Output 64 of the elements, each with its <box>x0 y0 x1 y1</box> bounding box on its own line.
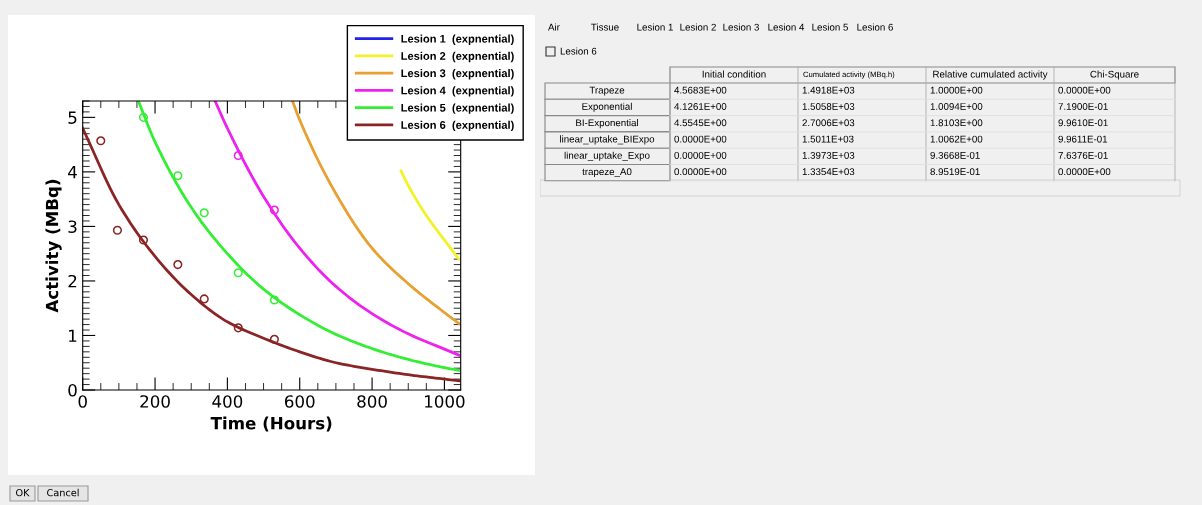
text: Lesion 3 <box>723 23 759 31</box>
y-tick-label: 0 <box>68 383 77 397</box>
legend-label: Lesion 5 (expnential) <box>401 103 514 114</box>
text: 7.6376E-01 <box>1058 151 1108 159</box>
text: 4.5683E+00 <box>674 86 727 94</box>
text: 1.4918E+03 <box>802 86 855 94</box>
legend-label: Lesion 6 (expnential) <box>401 120 514 132</box>
text: OK <box>16 488 30 497</box>
y-tick-label: 1 <box>69 329 77 342</box>
text: 1.0094E+00 <box>930 103 983 110</box>
text: Lesion 6 <box>857 23 893 31</box>
text: 9.9610E-01 <box>1058 119 1108 127</box>
text: Lesion 4 <box>768 23 805 31</box>
text: 0.0000E+00 <box>1058 168 1111 176</box>
text: 1.5011E+03 <box>802 135 854 143</box>
legend-label: Lesion 3 (expnential) <box>401 69 514 80</box>
category-label: BI-Exponential <box>576 119 638 129</box>
category-label: Trapeze <box>589 86 625 96</box>
text: Tissue <box>591 23 619 31</box>
text: 0.0000E+00 <box>674 151 727 159</box>
text: Cancel <box>47 488 79 497</box>
x-axis-title: Time (Hours) <box>210 416 332 432</box>
text: 1.0000E+00 <box>930 86 983 94</box>
text: 8.9519E-01 <box>930 168 980 176</box>
text: 0.0000E+00 <box>674 168 727 176</box>
category-label: Relative cumulated activity <box>933 70 1048 80</box>
text: 0.0000E+00 <box>1058 86 1111 94</box>
text: 1.8103E+00 <box>930 119 983 127</box>
legend-label: Lesion 4 (expnential) <box>401 86 514 97</box>
text: 9.9611E-01 <box>1058 135 1108 143</box>
text: 4.1261E+00 <box>674 103 727 110</box>
y-tick-label: 3 <box>68 220 77 233</box>
x-tick-label: 600 <box>284 395 315 408</box>
text: 1.5058E+03 <box>802 103 855 110</box>
category-label: Chi-Square <box>1090 70 1139 80</box>
text: 9.3668E-01 <box>930 151 980 159</box>
text: 0.0000E+00 <box>674 135 727 143</box>
text: Lesion 2 <box>680 23 716 31</box>
category-label: linear_uptake_BIExpo <box>560 135 655 145</box>
y-tick-label: 2 <box>68 274 77 288</box>
text: 4.5545E+00 <box>674 119 727 127</box>
text: 7.1900E-01 <box>1058 103 1108 110</box>
legend-label: Lesion 1 (expnential) <box>401 34 514 45</box>
y-tick-label: 4 <box>68 166 77 179</box>
text: 2.7006E+03 <box>802 119 855 127</box>
x-tick-label: 0 <box>78 395 87 408</box>
y-tick-label: 5 <box>68 111 77 124</box>
x-tick-label: 1000 <box>425 395 465 408</box>
y-axis-title: Activity (MBq) <box>45 179 62 313</box>
x-tick-label: 200 <box>140 395 170 408</box>
text: 1.0062E+00 <box>930 135 983 143</box>
x-tick-label: 400 <box>212 395 243 408</box>
text: Lesion 5 <box>812 23 848 31</box>
text: Air <box>548 23 560 31</box>
text: 1.3973E+03 <box>802 151 855 159</box>
text: 1.3354E+03 <box>802 168 855 176</box>
category-label: trapeze_A0 <box>582 168 632 178</box>
text: Lesion 6 <box>560 47 597 55</box>
category-label: Exponential <box>582 102 632 112</box>
legend-label: Lesion 2 (expnential) <box>401 51 514 63</box>
text: Lesion 1 <box>637 23 673 31</box>
x-tick-label: 800 <box>357 395 387 408</box>
category-label: linear_uptake_Expo <box>564 151 650 161</box>
category-label: Initial condition <box>702 70 766 78</box>
